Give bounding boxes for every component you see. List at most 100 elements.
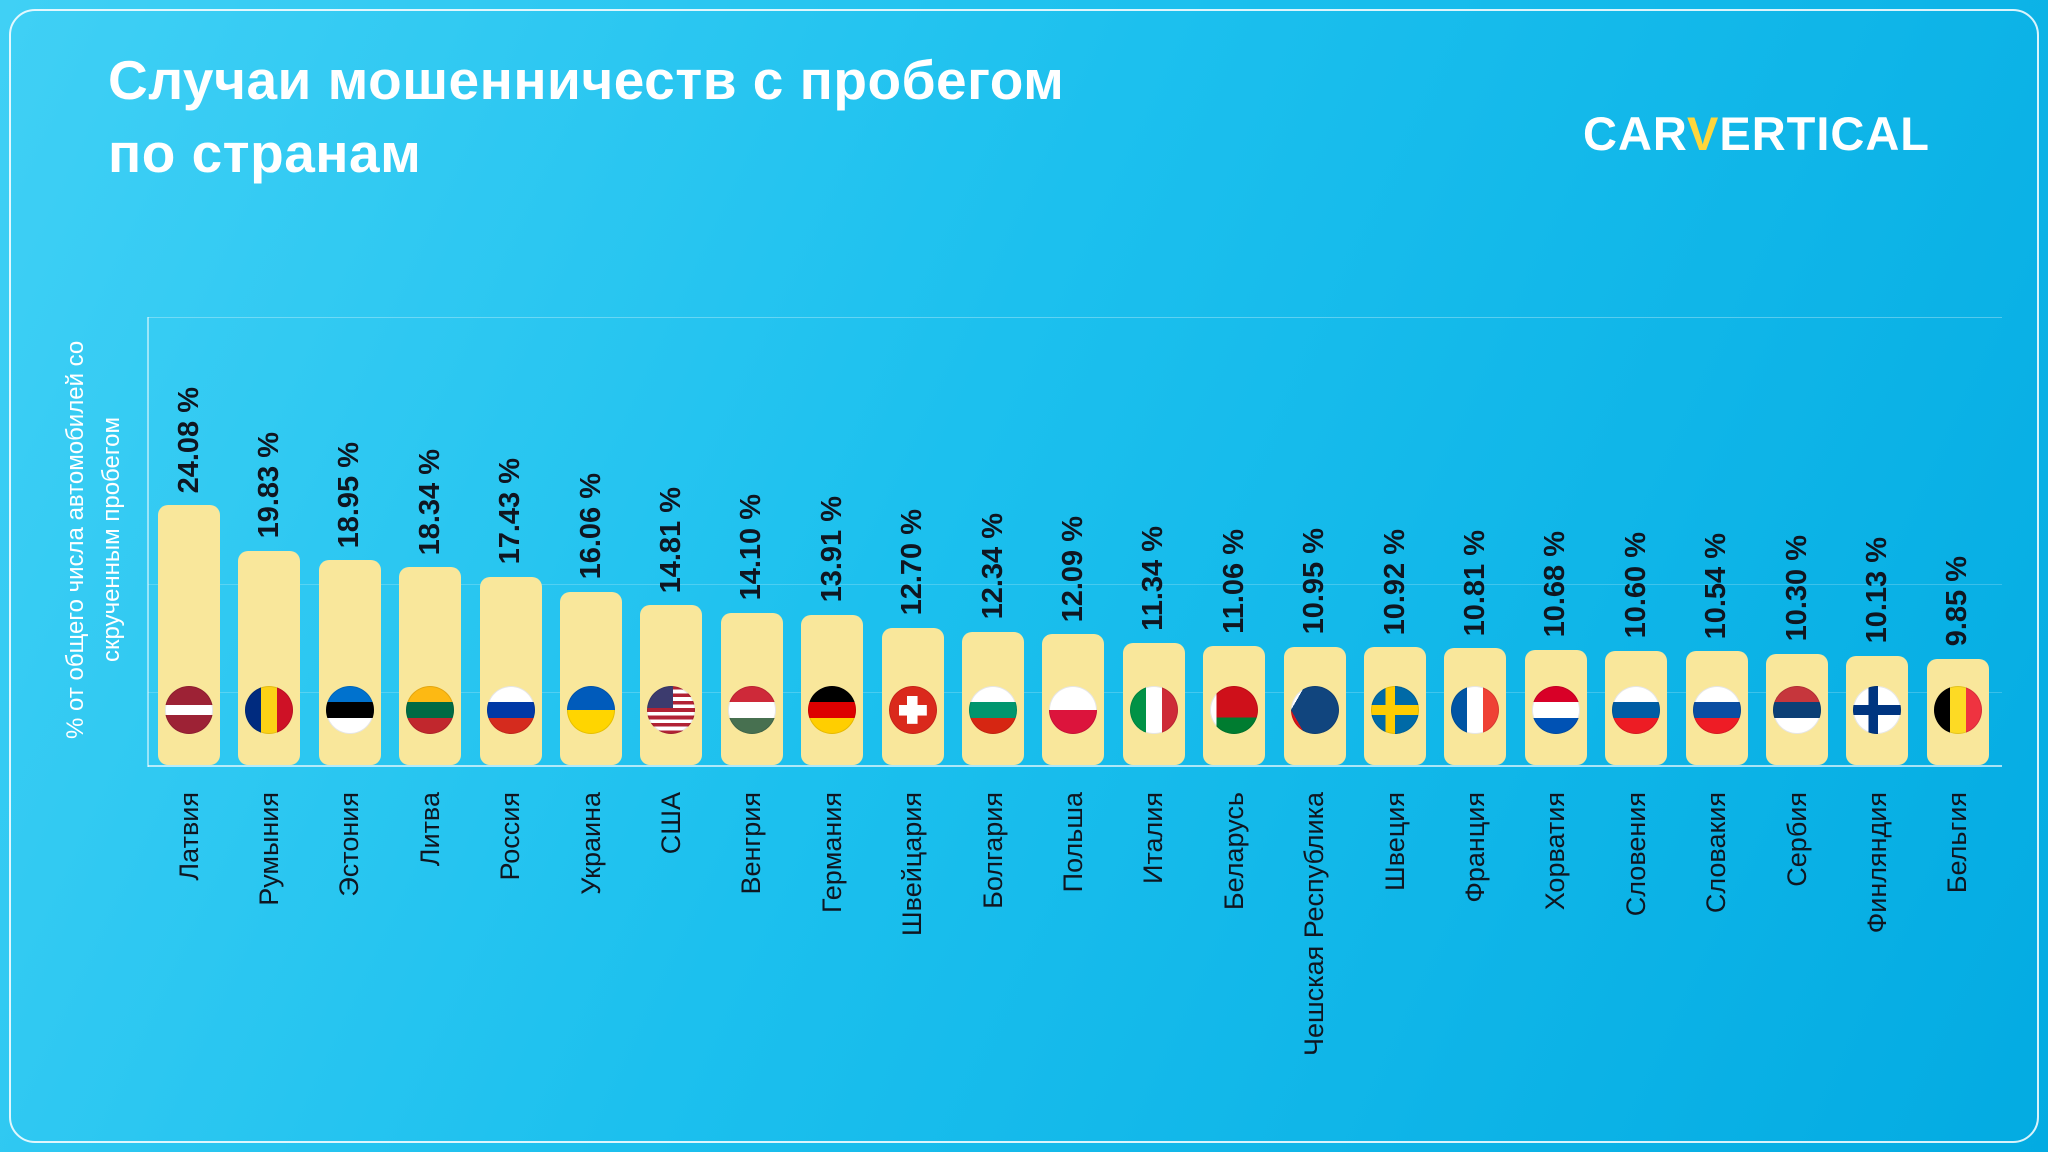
bar-value-label: 12.70 % bbox=[882, 509, 944, 615]
country-label-text: Бельгия bbox=[1942, 792, 1973, 894]
country-label-text: Швеция bbox=[1379, 792, 1410, 891]
bar-value-text: 10.68 % bbox=[1539, 531, 1572, 638]
bar-value-text: 18.95 % bbox=[333, 441, 366, 549]
flag-icon bbox=[1129, 686, 1178, 734]
country-label: Беларусь bbox=[1203, 792, 1265, 910]
bar bbox=[479, 576, 542, 765]
country-label: Сербия bbox=[1766, 792, 1828, 887]
bar-value-label: 10.92 % bbox=[1364, 529, 1426, 635]
bar-value-text: 11.06 % bbox=[1217, 528, 1250, 634]
flag-icon bbox=[406, 686, 455, 734]
bar-value-text: 19.83 % bbox=[252, 432, 285, 539]
bar-value-text: 12.70 % bbox=[896, 509, 929, 616]
bar-value-label: 24.08 % bbox=[158, 387, 220, 493]
bar-value-label: 12.34 % bbox=[962, 513, 1024, 619]
bar-value-label: 14.81 % bbox=[640, 487, 702, 593]
country-label: Болгария bbox=[962, 792, 1024, 909]
country-label: Германия bbox=[801, 792, 863, 913]
flag-icon bbox=[647, 686, 696, 734]
bar-value-text: 14.10 % bbox=[735, 494, 768, 601]
country-label-text: Финляндия bbox=[1861, 792, 1892, 934]
bar-value-label: 17.43 % bbox=[480, 458, 542, 564]
bar-value-label: 11.34 % bbox=[1123, 526, 1185, 631]
bar-value-label: 10.81 % bbox=[1444, 530, 1506, 636]
bar-value-text: 13.91 % bbox=[815, 496, 848, 603]
country-label-text: Словения bbox=[1620, 792, 1651, 917]
bar bbox=[318, 560, 381, 765]
flag-icon bbox=[1531, 686, 1580, 734]
country-label-text: Россия bbox=[495, 792, 526, 881]
page-title: Случаи мошенничеств с пробегом по страна… bbox=[108, 49, 1065, 184]
country-label-text: Хорватия bbox=[1540, 792, 1571, 911]
bar bbox=[640, 605, 703, 765]
country-label: Словакия bbox=[1686, 792, 1748, 913]
country-label: Украина bbox=[560, 792, 622, 895]
country-label-text: Швейцария bbox=[897, 792, 928, 937]
bar-value-text: 18.34 % bbox=[413, 448, 446, 555]
country-label-text: Италия bbox=[1138, 792, 1169, 884]
y-axis-label: % от общего числа автомобилей со скручен… bbox=[62, 340, 125, 740]
country-label-text: Чешская Республика bbox=[1299, 792, 1330, 1056]
bar-value-label: 10.95 % bbox=[1284, 528, 1346, 634]
gridline bbox=[148, 765, 2002, 767]
bar-value-text: 10.54 % bbox=[1700, 532, 1733, 640]
bar-value-label: 10.60 % bbox=[1605, 532, 1667, 638]
flag-icon bbox=[486, 686, 535, 734]
bar-value-label: 10.13 % bbox=[1846, 537, 1908, 643]
country-label: Словения bbox=[1605, 792, 1667, 916]
country-label: Польша bbox=[1042, 792, 1104, 892]
gridline bbox=[148, 317, 2002, 318]
country-label-text: Болгария bbox=[977, 792, 1008, 909]
logo-text-ertical: ERTICAL bbox=[1719, 107, 1930, 160]
flag-icon bbox=[1451, 686, 1500, 734]
country-label-text: Венгрия bbox=[736, 792, 767, 895]
country-label-text: Беларусь bbox=[1218, 792, 1249, 911]
country-label-text: Украина bbox=[575, 792, 606, 895]
country-label: Финляндия bbox=[1846, 792, 1908, 933]
country-label: Латвия bbox=[158, 792, 220, 881]
flag-icon bbox=[1290, 686, 1339, 734]
flag-icon bbox=[888, 686, 937, 734]
bar-value-label: 10.68 % bbox=[1525, 531, 1587, 637]
bar-value-text: 11.34 % bbox=[1137, 525, 1170, 631]
logo-text-v-accent: V bbox=[1686, 107, 1720, 160]
country-label: Россия bbox=[480, 792, 542, 881]
carvertical-logo: CARVERTICAL bbox=[1583, 106, 1930, 161]
flag-icon bbox=[808, 686, 857, 734]
country-label-text: Словакия bbox=[1701, 792, 1732, 914]
flag-icon bbox=[1049, 686, 1098, 734]
flag-icon bbox=[1773, 686, 1821, 734]
flag-icon bbox=[325, 686, 374, 734]
bar-value-label: 16.06 % bbox=[560, 473, 622, 579]
bar-value-text: 12.09 % bbox=[1056, 516, 1089, 623]
country-label-text: Латвия bbox=[173, 792, 204, 881]
bar-value-label: 9.85 % bbox=[1927, 556, 1989, 646]
country-label: Венгрия bbox=[721, 792, 783, 895]
flag-icon bbox=[1853, 686, 1902, 734]
bar-value-text: 10.13 % bbox=[1860, 537, 1893, 644]
country-label: США bbox=[640, 792, 702, 854]
bar-value-label: 13.91 % bbox=[801, 496, 863, 602]
flag-icon bbox=[1210, 686, 1259, 734]
flag-icon bbox=[1371, 686, 1419, 734]
bar-value-text: 24.08 % bbox=[172, 386, 205, 493]
country-label: Эстония bbox=[319, 792, 381, 897]
bar-value-text: 10.60 % bbox=[1619, 532, 1652, 639]
bar-value-label: 14.10 % bbox=[721, 494, 783, 600]
flag-icon bbox=[727, 686, 776, 734]
bar-value-label: 11.06 % bbox=[1203, 529, 1265, 634]
flag-icon bbox=[245, 686, 294, 734]
country-label: Чешская Республика bbox=[1284, 792, 1346, 1056]
flag-icon bbox=[567, 686, 615, 734]
bar-value-text: 16.06 % bbox=[574, 473, 607, 580]
country-label: Франция bbox=[1444, 792, 1506, 903]
flag-icon bbox=[969, 686, 1017, 734]
flag-icon bbox=[1612, 686, 1661, 734]
bar-value-text: 12.34 % bbox=[976, 513, 1009, 620]
country-label: Румыния bbox=[238, 792, 300, 906]
flag-icon bbox=[165, 686, 213, 734]
country-label-text: Франция bbox=[1459, 792, 1490, 903]
bar-value-text: 9.85 % bbox=[1941, 556, 1974, 647]
y-axis-line bbox=[147, 317, 149, 767]
